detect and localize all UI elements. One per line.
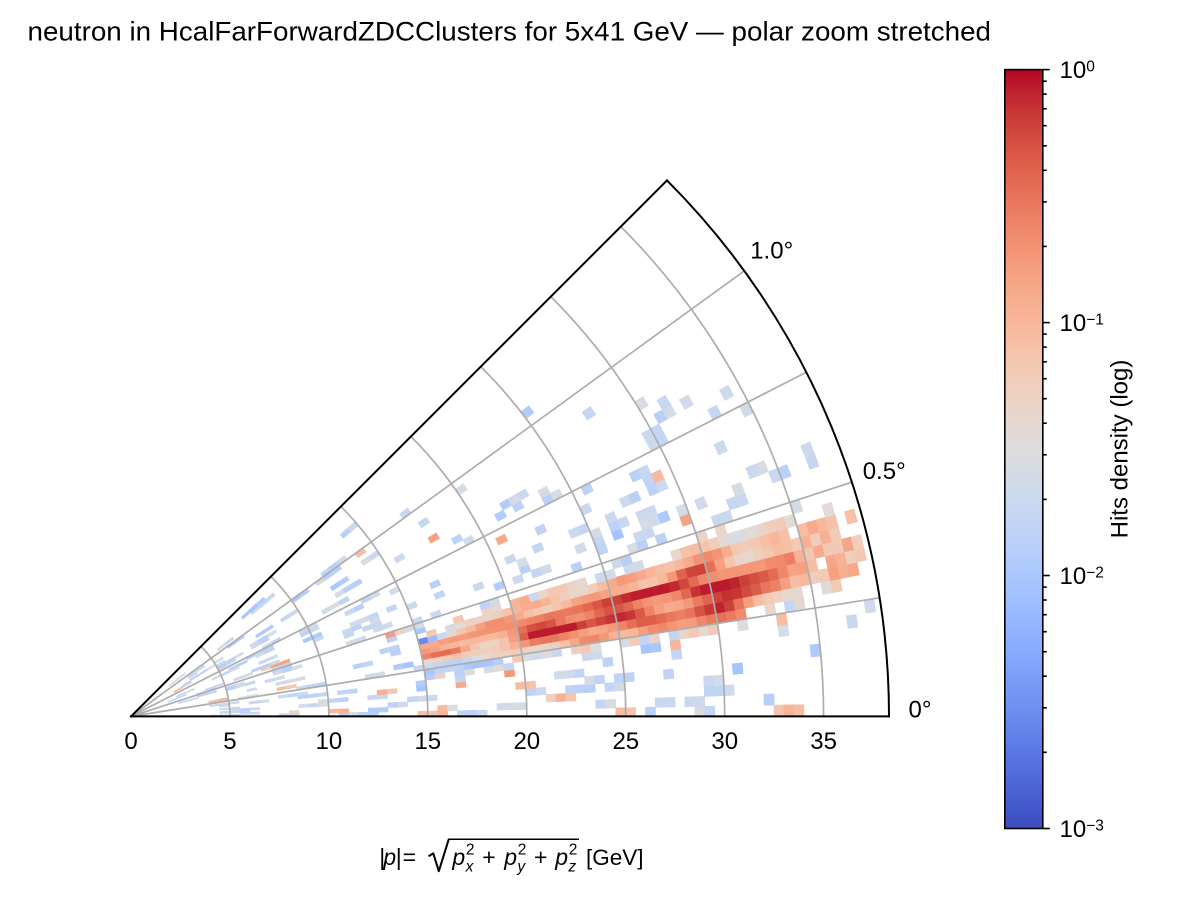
svg-text:2: 2 (569, 842, 578, 859)
svg-text:z: z (567, 859, 576, 876)
svg-text:30: 30 (711, 728, 738, 755)
svg-text:2: 2 (518, 842, 527, 859)
svg-text:100: 100 (1060, 57, 1096, 84)
svg-text:2: 2 (466, 842, 475, 859)
svg-text:1.0°: 1.0° (750, 237, 793, 264)
svg-text:y: y (516, 859, 526, 876)
svg-text:10−2: 10−2 (1060, 563, 1104, 590)
svg-text:20: 20 (513, 728, 540, 755)
svg-text:10−1: 10−1 (1060, 310, 1104, 337)
svg-text:Hits density (log): Hits density (log) (1107, 360, 1134, 539)
svg-text:10−3: 10−3 (1060, 816, 1104, 843)
svg-text:10: 10 (316, 728, 343, 755)
svg-text:+: + (534, 844, 547, 870)
svg-text:+: + (482, 844, 495, 870)
svg-text:p: p (503, 844, 517, 870)
svg-text:=: = (403, 844, 416, 870)
svg-text:|: | (379, 844, 385, 870)
svg-text:[GeV]: [GeV] (586, 845, 644, 870)
svg-text:p: p (554, 844, 568, 870)
svg-text:5: 5 (223, 728, 236, 755)
svg-text:x: x (465, 859, 475, 876)
svg-text:0°: 0° (909, 697, 932, 724)
svg-text:35: 35 (810, 728, 837, 755)
svg-text:p: p (451, 844, 465, 870)
svg-text:p: p (382, 844, 396, 870)
svg-text:0: 0 (124, 728, 137, 755)
svg-text:25: 25 (612, 728, 639, 755)
svg-text:15: 15 (414, 728, 441, 755)
svg-text:0.5°: 0.5° (863, 458, 906, 485)
svg-text:neutron in HcalFarForwardZDCCl: neutron in HcalFarForwardZDCClusters for… (28, 17, 992, 47)
svg-text:|: | (396, 844, 402, 870)
